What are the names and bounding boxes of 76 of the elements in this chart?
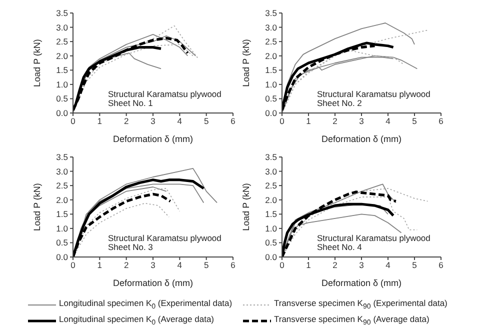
y-tick-label: 1.0 [265,79,278,90]
y-tick-label: 0.0 [265,108,278,118]
x-tick-label: 5 [204,116,209,126]
x-tick-label: 1 [97,116,102,126]
y-tick-label: 0.0 [56,252,68,262]
y-tick-label: 1.5 [265,209,278,220]
x-tick-label: 3 [359,260,364,270]
x-tick-label: 4 [177,116,182,126]
y-tick-label: 2.0 [265,50,278,61]
x-tick-label: 5 [412,260,418,270]
x-tick-label: 0 [280,116,285,126]
x-tick-label: 5 [412,116,418,126]
y-axis-title: Load P (kN) [241,183,252,231]
x-tick-label: 6 [438,116,444,126]
y-axis-title: Load P (kN) [241,39,252,87]
y-tick-label: 2.5 [265,180,278,191]
x-tick-label: 5 [204,260,209,270]
x-tick-label: 2 [332,260,338,270]
x-tick-label: 2 [124,260,129,270]
y-tick-label: 1.5 [56,209,68,220]
y-tick-label: 1.5 [56,65,68,76]
x-tick-label: 0 [70,260,76,270]
x-tick-label: 3 [150,260,156,270]
y-tick-label: 0.5 [265,94,278,104]
x-tick-label: 2 [124,116,129,126]
y-tick-label: 3.0 [265,22,278,32]
x-tick-label: 3 [150,116,156,126]
x-tick-label: 3 [359,116,364,126]
y-tick-label: 2.0 [56,194,68,205]
x-tick-label: 0 [280,260,285,270]
y-tick-label: 2.5 [56,180,68,191]
x-axis-title: Deformation δ (mm) [112,134,194,144]
x-axis-title: Deformation δ (mm) [321,134,402,144]
y-axis-title: Load P (kN) [32,39,42,87]
annotation: Structural Karamatsu plywood Sheet No. 2 [317,89,430,108]
y-tick-label: 0.5 [56,94,68,104]
annotation: Structural Karamatsu plywood Sheet No. 3 [108,233,222,252]
y-tick-label: 2.5 [265,36,278,47]
x-tick-label: 2 [332,116,338,126]
y-tick-label: 1.5 [265,65,278,76]
x-tick-label: 4 [386,116,391,126]
x-tick-label: 6 [230,116,236,126]
y-tick-label: 0.5 [265,238,278,248]
legend-label: Longitudinal specimen K$_{0}$ (Average data) [59,314,214,327]
y-axis-title: Load P (kN) [32,183,42,231]
y-tick-label: 1.0 [56,223,68,234]
x-axis-title: Deformation δ (mm) [321,278,402,288]
y-tick-label: 2.0 [56,50,68,61]
y-tick-label: 0.0 [56,108,68,118]
x-tick-label: 1 [306,260,312,270]
x-tick-label: 4 [386,260,391,270]
y-tick-label: 3.5 [56,152,68,162]
y-tick-label: 0.5 [56,238,68,248]
y-tick-label: 3.0 [56,22,68,32]
legend-label: Transverse specimen K$_{90}$ (Experimental data) [274,298,448,311]
x-tick-label: 1 [306,116,312,126]
x-tick-label: 6 [230,260,236,270]
y-tick-label: 3.5 [56,8,68,18]
y-tick-label: 3.5 [265,152,278,162]
annotation: Structural Karamatsu plywood Sheet No. 4 [317,233,430,252]
annotation: Structural Karamatsu plywood Sheet No. 1 [108,89,222,108]
x-axis-title: Deformation δ (mm) [112,278,194,288]
y-tick-label: 1.0 [56,79,68,90]
x-tick-label: 6 [438,260,444,270]
legend-label: Longitudinal specimen K$_{0}$ (Experimental data) [59,298,232,311]
y-tick-label: 2.5 [56,36,68,47]
x-tick-label: 4 [177,260,182,270]
y-tick-label: 2.0 [265,194,278,205]
y-tick-label: 1.0 [265,223,278,234]
y-tick-label: 3.0 [56,166,68,176]
y-tick-label: 3.5 [265,8,278,18]
x-tick-label: 0 [70,116,76,126]
y-tick-label: 3.0 [265,166,278,176]
legend-label: Transverse specimen K$_{90}$ (Average data) [274,314,430,327]
x-tick-label: 1 [97,260,102,270]
y-tick-label: 0.0 [265,252,278,262]
